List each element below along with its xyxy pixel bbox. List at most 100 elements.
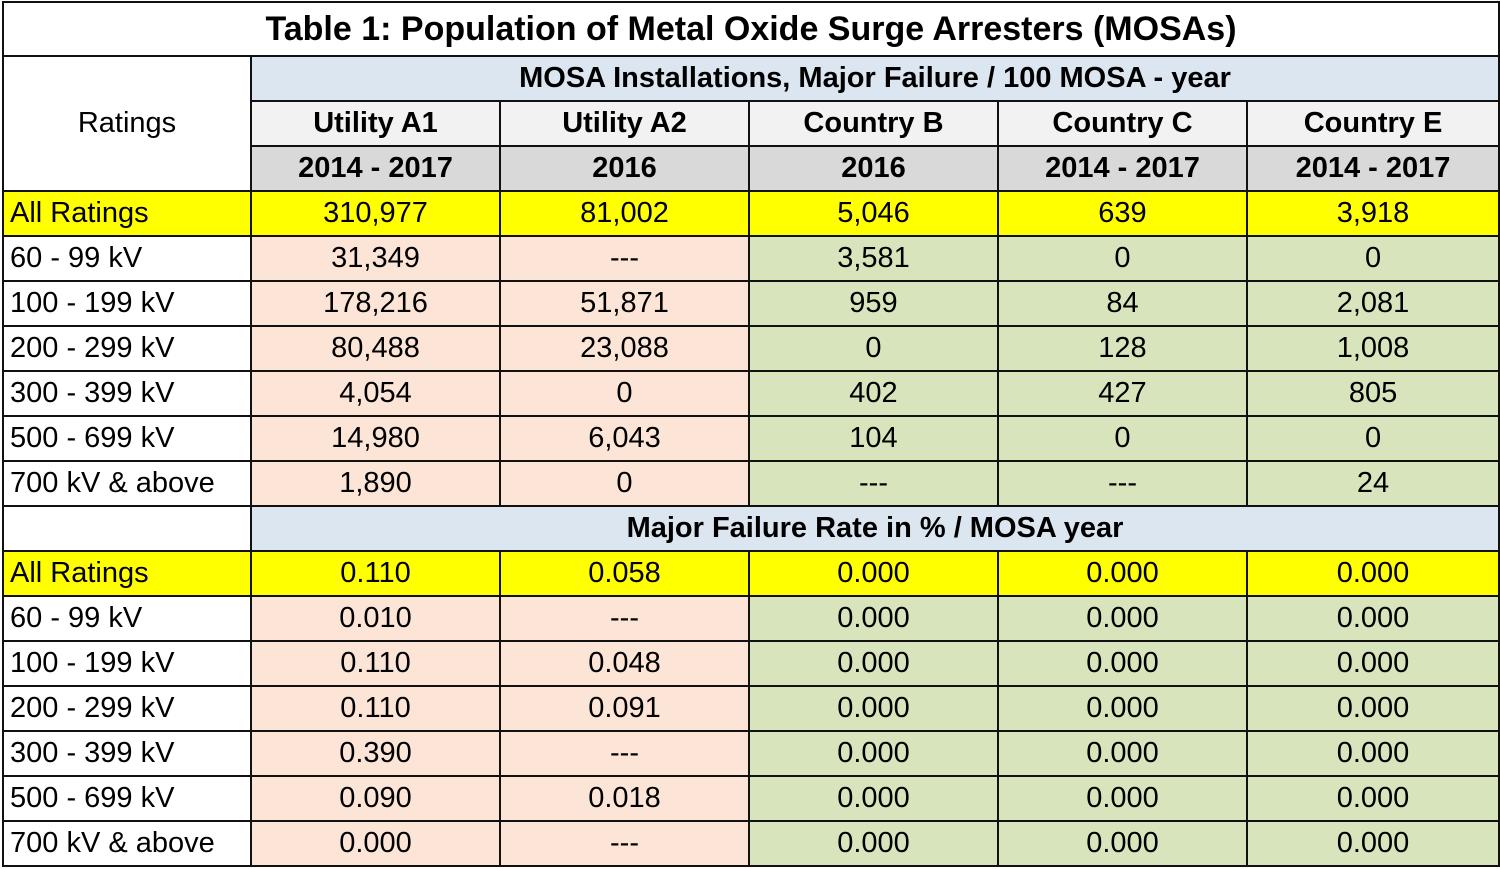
- section-heading-row: Ratings MOSA Installations, Major Failur…: [2, 55, 1500, 192]
- value-cell: 0.000: [1245, 595, 1500, 642]
- value-cell: 0.091: [499, 685, 750, 732]
- table-row: 200 - 299 kV 0.110 0.091 0.000 0.000 0.000: [2, 685, 1500, 732]
- column-header-utility-a2: Utility A2: [499, 100, 750, 147]
- value-cell: 0.000: [748, 550, 999, 597]
- value-cell: 0.010: [250, 595, 501, 642]
- value-cell: 639: [997, 190, 1248, 237]
- value-cell: 0.000: [748, 820, 999, 867]
- value-cell: 178,216: [250, 280, 501, 327]
- value-cell: 0.018: [499, 775, 750, 822]
- value-cell: 0.390: [250, 730, 501, 777]
- table-row: 500 - 699 kV 14,980 6,043 104 0 0: [2, 415, 1500, 462]
- value-cell: 0: [748, 325, 999, 372]
- failure-rate-section: All Ratings 0.110 0.058 0.000 0.000 0.000 60 -…: [2, 550, 1500, 867]
- blank-cell: [2, 505, 252, 552]
- column-period-utility-a1: 2014 - 2017: [250, 145, 501, 192]
- value-cell: 2,081: [1245, 280, 1500, 327]
- value-cell: 128: [997, 325, 1248, 372]
- column-period-country-c: 2014 - 2017: [997, 145, 1248, 192]
- value-cell: 0.000: [997, 730, 1248, 777]
- row-label: 200 - 299 kV: [2, 685, 252, 732]
- value-cell: 81,002: [499, 190, 750, 237]
- value-cell: 805: [1245, 370, 1500, 417]
- value-cell: ---: [997, 460, 1248, 507]
- row-label: 300 - 399 kV: [2, 730, 252, 777]
- row-label: 100 - 199 kV: [2, 640, 252, 687]
- table-row-all-ratings: All Ratings 310,977 81,002 5,046 639 3,918: [2, 190, 1500, 237]
- table-row: 500 - 699 kV 0.090 0.018 0.000 0.000 0.000: [2, 775, 1500, 822]
- column-header-country-b: Country B: [748, 100, 999, 147]
- table-row: 60 - 99 kV 0.010 --- 0.000 0.000 0.000: [2, 595, 1500, 642]
- value-cell: 0.090: [250, 775, 501, 822]
- value-cell: 0.000: [997, 550, 1248, 597]
- column-name-row: Utility A1 Utility A2 Country B Country …: [3, 100, 1500, 147]
- value-cell: ---: [499, 820, 750, 867]
- row-label: 700 kV & above: [2, 820, 252, 867]
- value-cell: 24: [1245, 460, 1500, 507]
- value-cell: 0.048: [499, 640, 750, 687]
- value-cell: 0: [499, 370, 750, 417]
- table-row: 700 kV & above 0.000 --- 0.000 0.000 0.000: [2, 820, 1500, 867]
- value-cell: 0: [1245, 415, 1500, 462]
- value-cell: 5,046: [748, 190, 999, 237]
- value-cell: ---: [499, 730, 750, 777]
- value-cell: 0.000: [997, 595, 1248, 642]
- column-header-country-e: Country E: [1245, 100, 1500, 147]
- value-cell: 402: [748, 370, 999, 417]
- value-cell: 80,488: [250, 325, 501, 372]
- table-row-all-ratings: All Ratings 0.110 0.058 0.000 0.000 0.000: [2, 550, 1500, 597]
- value-cell: 0.110: [250, 550, 501, 597]
- value-cell: 0.000: [997, 640, 1248, 687]
- value-cell: 0.058: [499, 550, 750, 597]
- table-row: 300 - 399 kV 4,054 0 402 427 805: [2, 370, 1500, 417]
- row-label: All Ratings: [2, 550, 252, 597]
- value-cell: 0.000: [748, 730, 999, 777]
- column-period-country-e: 2014 - 2017: [1245, 145, 1500, 192]
- section-heading-failure-rate: Major Failure Rate in % / MOSA year: [249, 505, 1500, 552]
- value-cell: 4,054: [250, 370, 501, 417]
- value-cell: 0.000: [997, 775, 1248, 822]
- value-cell: 310,977: [250, 190, 501, 237]
- value-cell: 0.000: [1245, 820, 1500, 867]
- value-cell: 0.110: [250, 685, 501, 732]
- failure-rate-heading-section: Major Failure Rate in % / MOSA year: [2, 505, 1500, 552]
- value-cell: 84: [997, 280, 1248, 327]
- value-cell: 0.000: [1245, 730, 1500, 777]
- value-cell: 0.000: [748, 595, 999, 642]
- value-cell: 3,918: [1245, 190, 1500, 237]
- installations-section: All Ratings 310,977 81,002 5,046 639 3,918 60 …: [2, 190, 1500, 507]
- value-cell: 0: [997, 235, 1248, 282]
- value-cell: 0.000: [997, 685, 1248, 732]
- value-cell: 1,890: [250, 460, 501, 507]
- row-label: 300 - 399 kV: [2, 370, 252, 417]
- column-period-utility-a2: 2016: [499, 145, 750, 192]
- table-row: 700 kV & above 1,890 0 --- --- 24: [2, 460, 1500, 507]
- value-cell: 0.000: [748, 640, 999, 687]
- value-cell: 104: [748, 415, 999, 462]
- value-cell: 0.000: [1245, 685, 1500, 732]
- value-cell: ---: [499, 235, 750, 282]
- row-label: 60 - 99 kV: [2, 595, 252, 642]
- row-label: 700 kV & above: [2, 460, 252, 507]
- value-cell: 0: [997, 415, 1248, 462]
- value-cell: 0.000: [748, 685, 999, 732]
- row-label: 500 - 699 kV: [2, 415, 252, 462]
- value-cell: 0.110: [250, 640, 501, 687]
- value-cell: 0.000: [1245, 550, 1500, 597]
- value-cell: 51,871: [499, 280, 750, 327]
- column-header-country-c: Country C: [997, 100, 1248, 147]
- value-cell: 0.000: [748, 775, 999, 822]
- value-cell: 14,980: [250, 415, 501, 462]
- row-label: 500 - 699 kV: [2, 775, 252, 822]
- value-cell: 0.000: [250, 820, 501, 867]
- title-row: Table 1: Population of Metal Oxide Surge…: [1, 1, 1500, 57]
- ratings-header: Ratings: [2, 55, 252, 192]
- table-row: 100 - 199 kV 178,216 51,871 959 84 2,081: [2, 280, 1500, 327]
- row-label: 60 - 99 kV: [2, 235, 252, 282]
- row-label: 200 - 299 kV: [2, 325, 252, 372]
- column-period-row: 2014 - 2017 2016 2016 2014 - 2017 2014 -…: [3, 145, 1500, 192]
- value-cell: ---: [499, 595, 750, 642]
- value-cell: 23,088: [499, 325, 750, 372]
- table-row: 60 - 99 kV 31,349 --- 3,581 0 0: [2, 235, 1500, 282]
